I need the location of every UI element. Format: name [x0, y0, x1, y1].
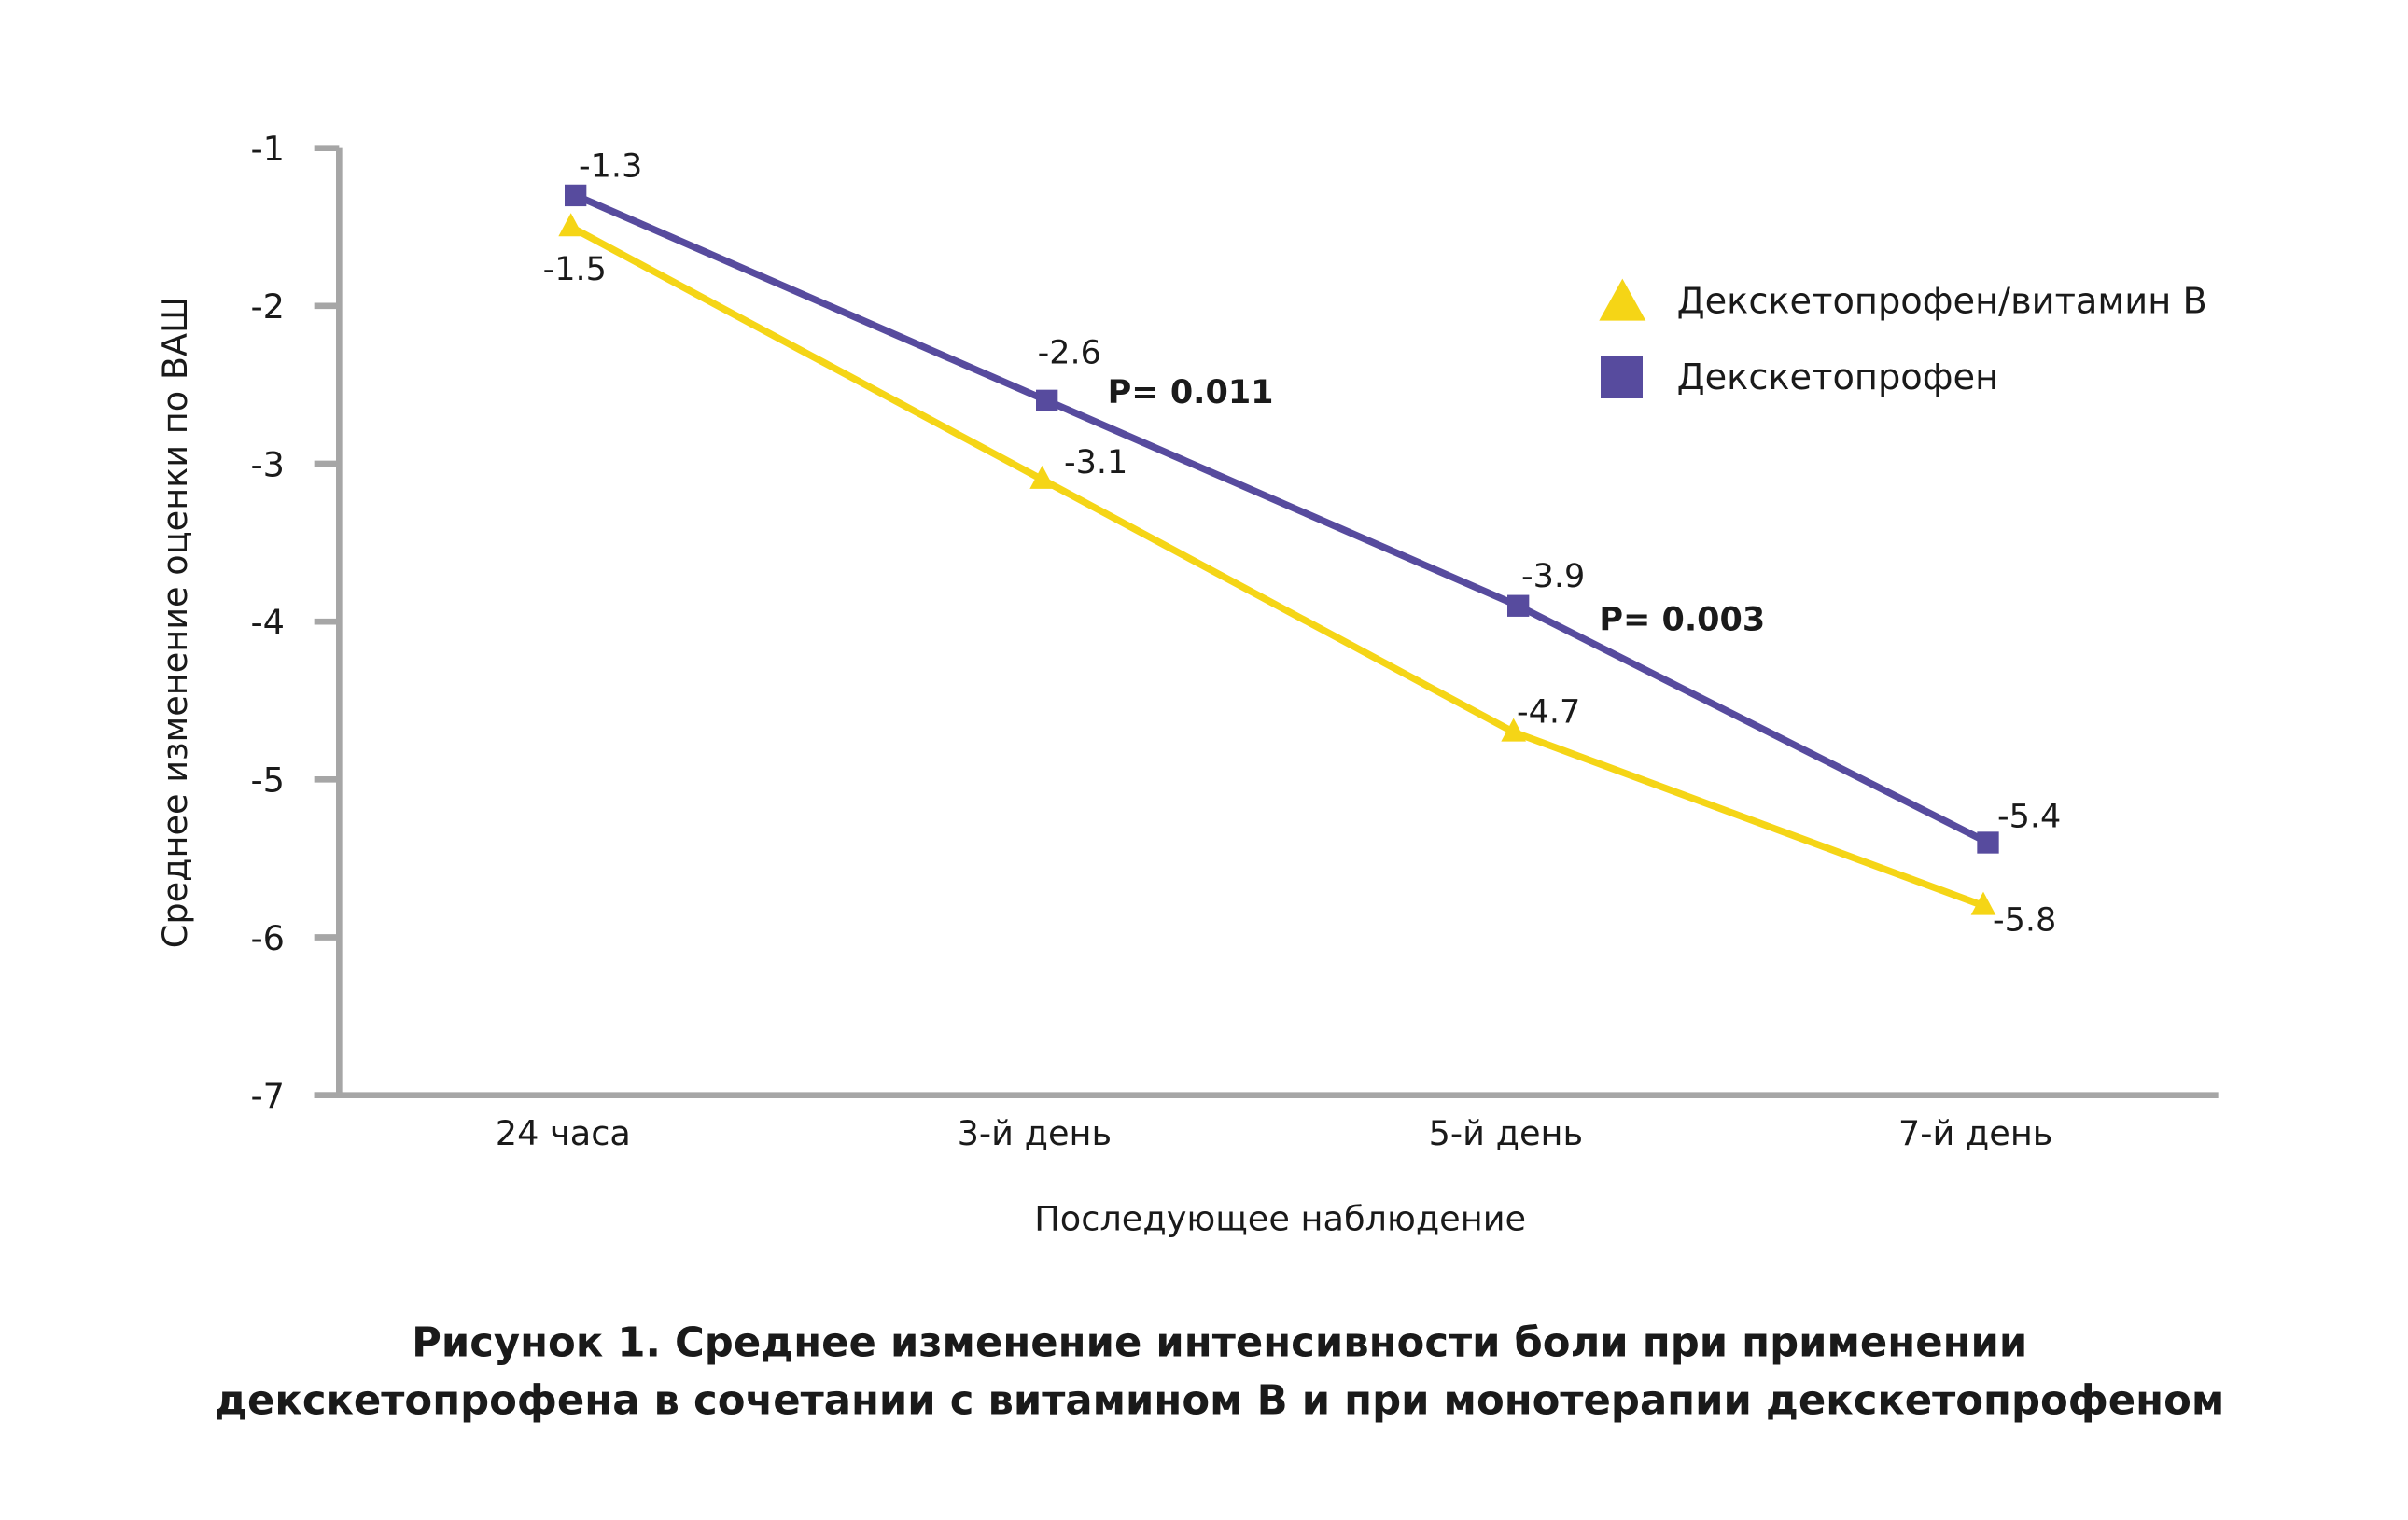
data-label: -1.5	[543, 251, 607, 288]
triangle-marker	[558, 213, 583, 237]
y-tick-label: -3	[250, 444, 285, 484]
data-label: -2.6	[1038, 334, 1101, 371]
triangle-marker	[1970, 891, 1996, 915]
legend-label-mono: Декскетопрофен	[1677, 356, 1999, 398]
y-tick-label: -4	[250, 603, 285, 643]
legend-label-combo: Декскетопрофен/витамин B	[1677, 280, 2207, 322]
data-label: -3.1	[1064, 444, 1127, 481]
square-marker	[1036, 389, 1058, 411]
data-label: -1.3	[579, 147, 642, 185]
square-marker	[1507, 594, 1530, 617]
x-tick-label: 7-й день	[1898, 1113, 2053, 1153]
data-label: -5.8	[1993, 901, 2056, 939]
legend-triangle-marker	[1599, 278, 1646, 321]
caption-line-1: Рисунок 1. Среднее изменение интенсивнос…	[412, 1320, 2027, 1367]
p-value-annotation-day5: P= 0.003	[1599, 601, 1765, 638]
x-tick-label: 24 часа	[496, 1113, 631, 1153]
triangle-marker	[1029, 465, 1055, 489]
p-value-annotation-day3: P= 0.011	[1108, 374, 1274, 411]
series-line-triangle	[568, 223, 1985, 910]
square-marker	[1977, 831, 1999, 854]
x-tick-label: 3-й день	[958, 1113, 1113, 1153]
triangle-marker	[1501, 718, 1526, 742]
y-tick-label: -6	[250, 918, 285, 958]
y-tick-label: -2	[250, 286, 285, 327]
data-label: -5.4	[1997, 798, 2061, 835]
x-tick-label: 5-й день	[1429, 1113, 1584, 1153]
caption-line-2: декскетопрофена в сочетании с витамином …	[215, 1377, 2224, 1424]
axes: -1 -2 -3 -4 -5 -6 -7 24 часа 3-й день 5-й день 7-й…	[250, 129, 2219, 1153]
series-group	[558, 184, 1999, 915]
data-label: -3.9	[1521, 558, 1585, 595]
data-label: -4.7	[1517, 694, 1580, 732]
legend: Декскетопрофен/витамин B Декскетопрофен	[1599, 278, 2207, 398]
y-axis-label: Среднее изменение оценки по ВАШ	[155, 297, 195, 949]
y-tick-label: -5	[250, 760, 285, 801]
square-marker	[565, 184, 587, 207]
legend-square-marker	[1601, 356, 1643, 398]
y-tick-label: -7	[250, 1076, 285, 1116]
x-axis-label: Последующее наблюдение	[1034, 1199, 1526, 1239]
series-line-square	[574, 191, 1990, 846]
y-tick-label: -1	[250, 129, 285, 169]
data-labels: -1.5 -3.1 -4.7 -5.8 -1.3 -2.6 -3.9 -5.4	[543, 147, 2062, 939]
